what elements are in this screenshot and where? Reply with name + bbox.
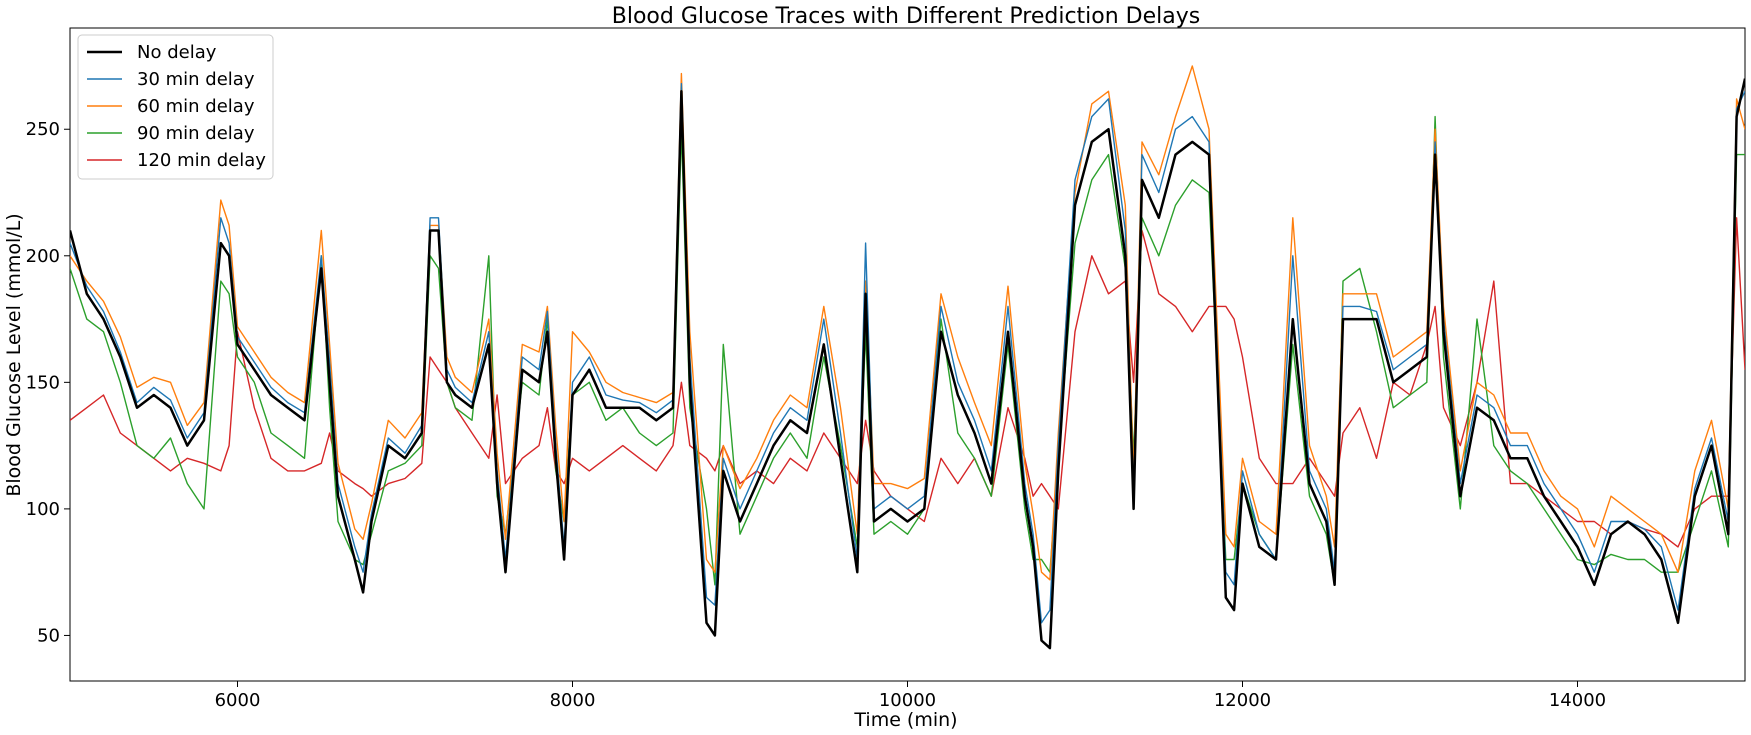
y-tick-label: 50 <box>37 625 60 646</box>
series-line-60-min-delay <box>70 65 1745 581</box>
legend-box <box>77 34 274 180</box>
series-line-no-delay <box>70 78 1745 650</box>
legend-label-30-min-delay: 30 min delay <box>137 69 255 90</box>
plot-area <box>69 27 1746 682</box>
legend-label-120-min-delay: 120 min delay <box>137 150 266 171</box>
x-axis: 6000 8000 10000 12000 14000 <box>215 681 1606 711</box>
y-tick-label: 200 <box>26 246 60 267</box>
legend: No delay 30 min delay 60 min delay 90 min d… <box>77 34 274 180</box>
x-tick-label: 12000 <box>1214 690 1271 711</box>
x-tick-label: 8000 <box>550 690 596 711</box>
y-axis: 50 100 150 200 250 <box>26 119 70 646</box>
x-tick-label: 10000 <box>879 690 936 711</box>
series-layer <box>70 65 1745 650</box>
x-tick-label: 14000 <box>1549 690 1606 711</box>
chart-title: Blood Glucose Traces with Different Pred… <box>612 4 1200 29</box>
x-tick-label: 6000 <box>215 690 261 711</box>
y-axis-title: Blood Glucose Level (mmol/L) <box>3 213 25 496</box>
y-tick-label: 150 <box>26 372 60 393</box>
legend-label-60-min-delay: 60 min delay <box>137 96 255 117</box>
series-line-30-min-delay <box>70 82 1745 624</box>
plot-frame <box>69 27 1746 682</box>
series-line-90-min-delay <box>70 115 1745 586</box>
y-tick-label: 250 <box>26 119 60 140</box>
y-tick-label: 100 <box>26 499 60 520</box>
x-axis-title: Time (min) <box>853 709 957 731</box>
legend-label-no-delay: No delay <box>137 42 217 63</box>
legend-label-90-min-delay: 90 min delay <box>137 123 255 144</box>
